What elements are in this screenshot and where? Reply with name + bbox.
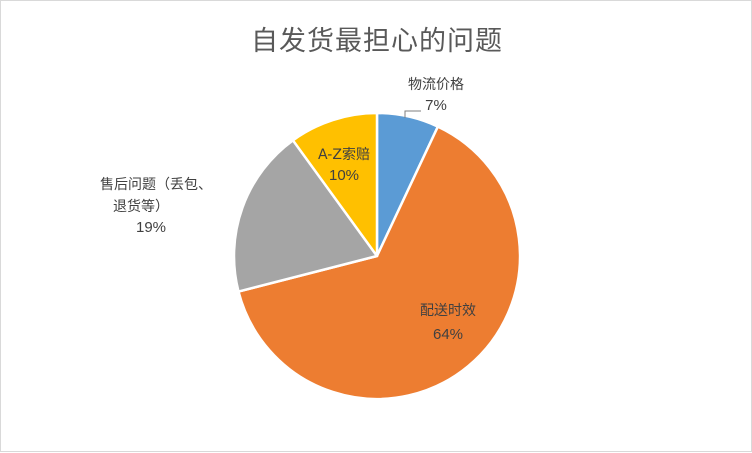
label-shouhou-name-line2: 退货等） — [113, 198, 169, 215]
label-shouhou-pct: 19% — [136, 219, 166, 236]
slice-shouhou — [232, 139, 379, 293]
label-az-name: A-Z索赔 — [318, 146, 370, 163]
label-wuliu-name: 物流价格 — [408, 77, 464, 93]
label-az-pct: 10% — [329, 167, 359, 184]
slice-az — [291, 111, 379, 258]
label-shouhou-name-line1: 售后问题（丢包、 — [100, 177, 212, 193]
pie-slices — [232, 111, 522, 401]
slice-peisong — [237, 125, 522, 401]
chart-title: 自发货最担心的问题 — [251, 26, 503, 57]
label-peisong-name: 配送时效 — [420, 303, 476, 319]
label-wuliu-pct: 7% — [425, 97, 447, 114]
label-peisong-pct: 64% — [433, 326, 463, 343]
leader-line-wuliu — [404, 110, 421, 118]
